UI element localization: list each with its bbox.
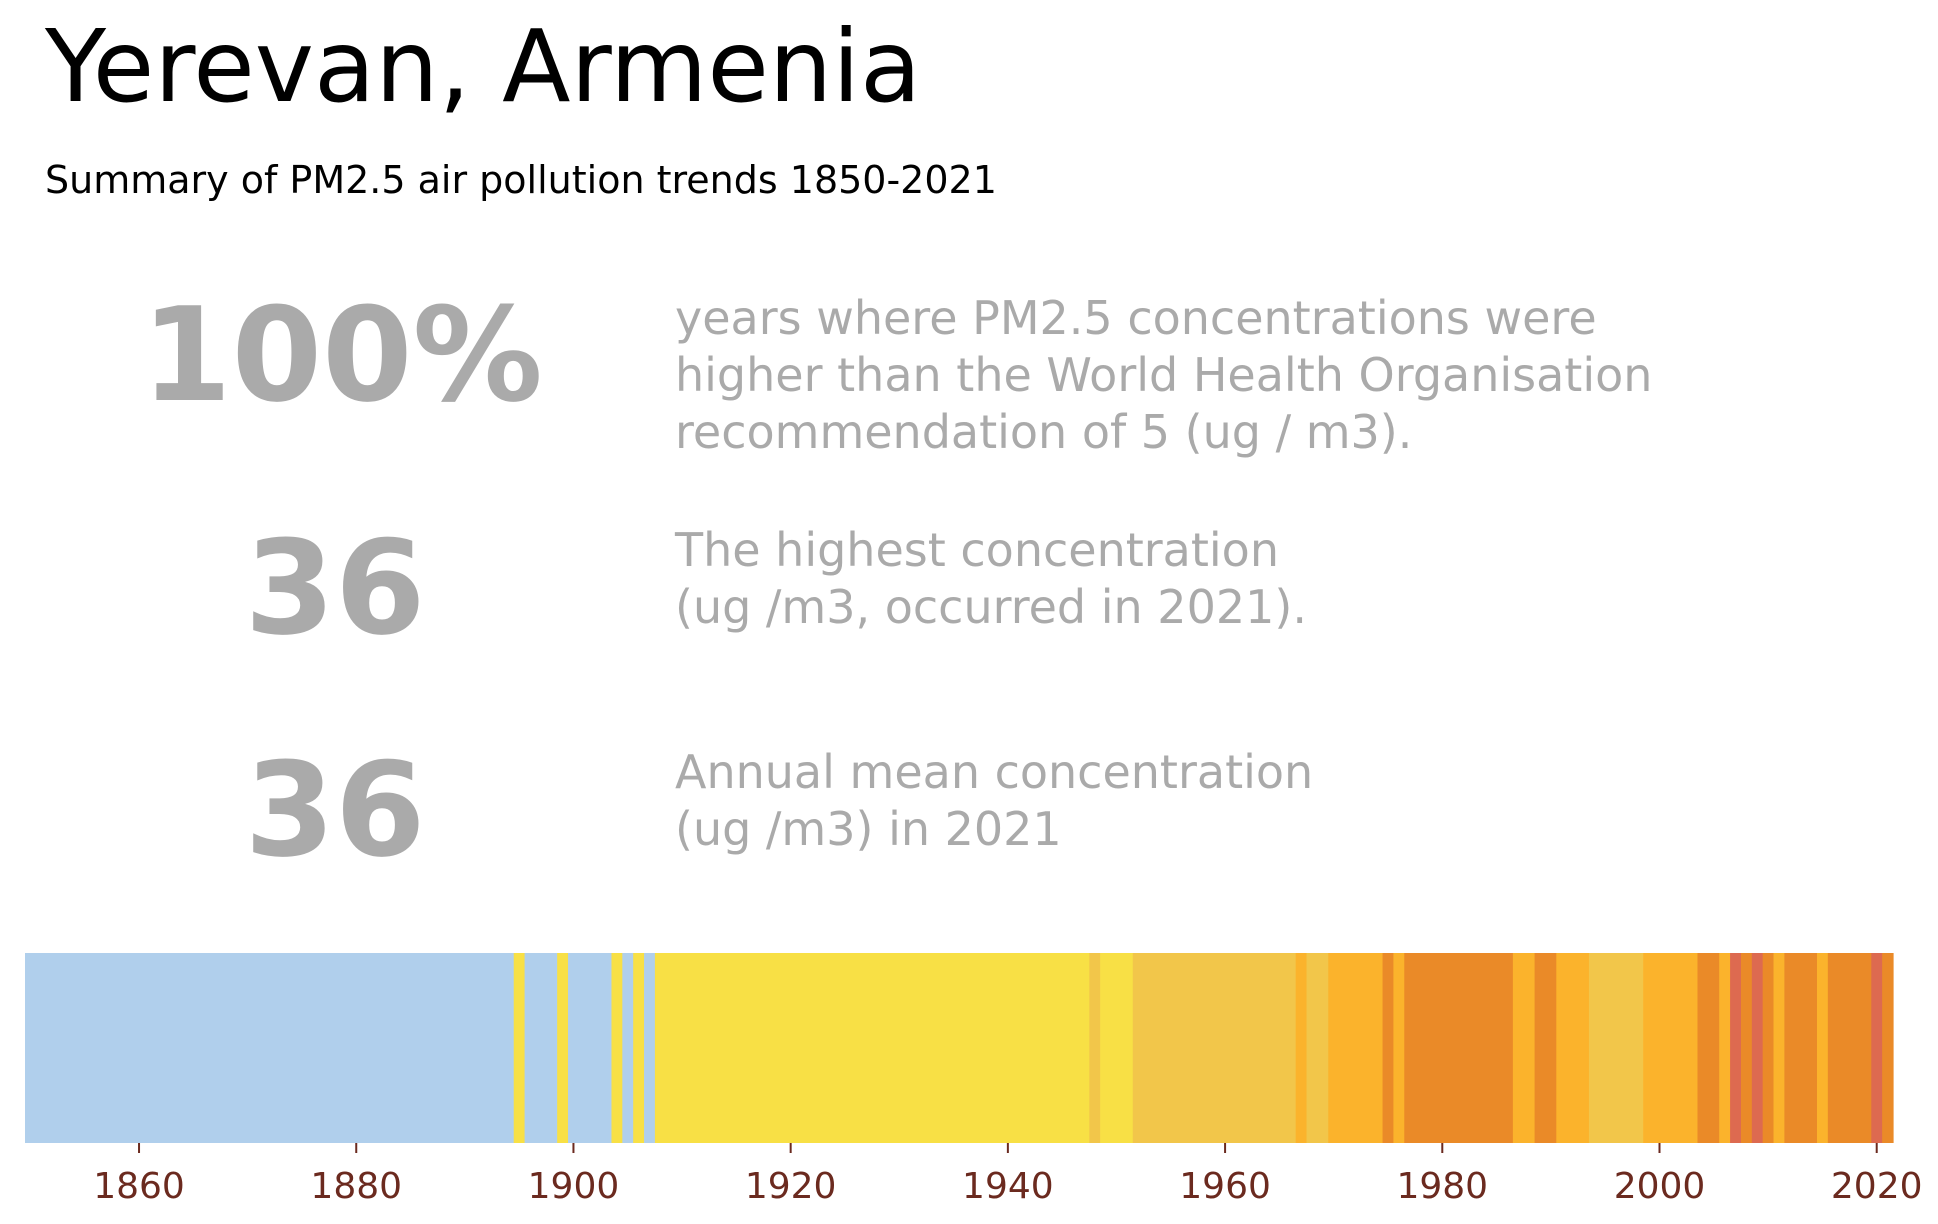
chart-title: Yerevan, Armenia <box>45 8 922 125</box>
stripe-1948-1949 <box>1089 953 1101 1143</box>
stripe-2010-2011 <box>1762 953 1775 1143</box>
stripe-1896-1899 <box>524 953 558 1143</box>
stripe-1904-1905 <box>611 953 623 1143</box>
stripe-1907-1908 <box>644 953 656 1143</box>
stripe-2009-2010 <box>1751 953 1764 1143</box>
tick-label-1900: 1900 <box>528 1166 620 1207</box>
stripe-1895-1896 <box>513 953 526 1143</box>
stripe-2016-2020 <box>1827 953 1872 1143</box>
stripe-2004-2006 <box>1697 953 1720 1143</box>
description-line: higher than the World Health Organisatio… <box>675 348 1653 402</box>
stripe-1991-1994 <box>1556 953 1590 1143</box>
stripe-1952-1967 <box>1132 953 1297 1143</box>
stripe-1994-1999 <box>1588 953 1644 1143</box>
stripe-1970-1975 <box>1328 953 1384 1143</box>
stripe-1999-2004 <box>1643 953 1699 1143</box>
stripe-1987-1989 <box>1512 953 1536 1143</box>
tick-label-1920: 1920 <box>745 1166 837 1207</box>
x-axis-ticks: 1860 1880 1900 1920 1940 1960 1980 2000 2020 <box>93 1143 1923 1207</box>
stripe-2015-2016 <box>1816 953 1829 1143</box>
tick-label-2000: 2000 <box>1614 1166 1706 1207</box>
stripe-1908-1948 <box>654 953 1090 1143</box>
stripe-2021-2022 <box>1882 953 1894 1143</box>
description-line: years where PM2.5 concentrations were <box>675 291 1597 345</box>
stripe-1900-1904 <box>568 953 613 1143</box>
stripe-1905-1906 <box>622 953 634 1143</box>
chart-subtitle: Summary of PM2.5 air pollution trends 18… <box>45 158 997 202</box>
tick-label-1960: 1960 <box>1179 1166 1271 1207</box>
stat-mean-value: 36 <box>244 734 426 886</box>
stripe-1976-1977 <box>1393 953 1405 1143</box>
stripe-1977-1987 <box>1404 953 1514 1143</box>
description-line: Annual mean concentration <box>675 745 1314 799</box>
description-line: recommendation of 5 (ug / m3). <box>675 405 1413 459</box>
stripe-2020-2021 <box>1871 953 1883 1143</box>
description-line: (ug /m3, occurred in 2021). <box>675 580 1307 634</box>
stripes-group <box>25 953 1894 1143</box>
stat-mean-description: Annual mean concentration (ug /m3) in 20… <box>675 744 1313 858</box>
stripe-1906-1907 <box>633 953 645 1143</box>
description-line: (ug /m3) in 2021 <box>675 802 1062 856</box>
tick-label-1940: 1940 <box>962 1166 1054 1207</box>
stripe-2011-2012 <box>1773 953 1785 1143</box>
tick-label-2020: 2020 <box>1831 1166 1923 1207</box>
stripe-1967-1968 <box>1295 953 1308 1143</box>
stripe-1975-1976 <box>1382 953 1395 1143</box>
stripe-2012-2015 <box>1784 953 1818 1143</box>
stat-highest-description: The highest concentration (ug /m3, occur… <box>675 522 1307 636</box>
tick-label-1860: 1860 <box>93 1166 185 1207</box>
stripe-1968-1970 <box>1306 953 1329 1143</box>
stripe-1989-1991 <box>1534 953 1557 1143</box>
stat-percent-description: years where PM2.5 concentrations were hi… <box>675 290 1652 461</box>
description-line: The highest concentration <box>675 523 1279 577</box>
tick-label-1980: 1980 <box>1396 1166 1488 1207</box>
stripe-2007-2008 <box>1730 953 1742 1143</box>
stripe-2006-2007 <box>1719 953 1731 1143</box>
stripe-1850-1895 <box>25 953 515 1143</box>
stat-highest-value: 36 <box>244 512 426 664</box>
stripe-1899-1900 <box>557 953 569 1143</box>
stripe-2008-2009 <box>1740 953 1753 1143</box>
stat-percent-value: 100% <box>141 279 543 431</box>
tick-label-1880: 1880 <box>310 1166 402 1207</box>
stripe-1949-1952 <box>1100 953 1134 1143</box>
